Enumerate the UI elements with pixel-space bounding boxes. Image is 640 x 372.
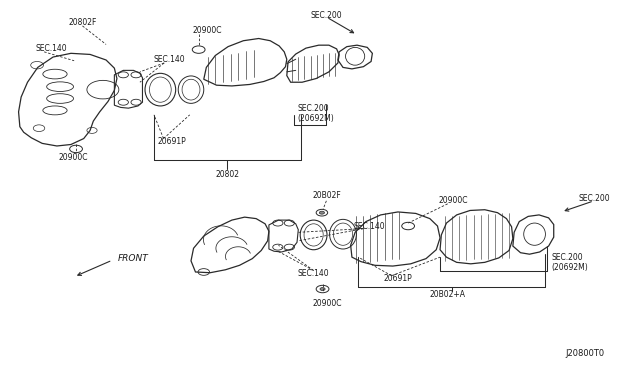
Text: 20802: 20802	[216, 170, 239, 179]
Circle shape	[320, 288, 325, 291]
Text: 20900C: 20900C	[439, 196, 468, 205]
Text: 20900C: 20900C	[312, 299, 342, 308]
Text: 20691P: 20691P	[384, 274, 413, 283]
Text: 20691P: 20691P	[157, 137, 186, 146]
Text: SEC.140: SEC.140	[154, 55, 186, 64]
Text: SEC.200: SEC.200	[551, 253, 583, 262]
Text: 20B02+A: 20B02+A	[429, 291, 466, 299]
Circle shape	[319, 211, 324, 214]
Text: SEC.200: SEC.200	[310, 11, 342, 20]
Text: SEC.140: SEC.140	[297, 269, 328, 278]
Text: SEC.140: SEC.140	[353, 222, 385, 231]
Text: SEC.200: SEC.200	[579, 195, 611, 203]
Text: FRONT: FRONT	[118, 254, 149, 263]
Text: SEC.200: SEC.200	[297, 104, 328, 113]
Text: (20692M): (20692M)	[297, 114, 334, 123]
Text: SEC.140: SEC.140	[36, 44, 67, 53]
Text: 20B02F: 20B02F	[312, 191, 340, 200]
Text: (20692M): (20692M)	[551, 263, 588, 272]
Text: 20900C: 20900C	[192, 26, 222, 35]
Text: 20802F: 20802F	[68, 18, 97, 27]
Text: J20800T0: J20800T0	[565, 349, 604, 358]
Text: 20900C: 20900C	[58, 153, 88, 161]
